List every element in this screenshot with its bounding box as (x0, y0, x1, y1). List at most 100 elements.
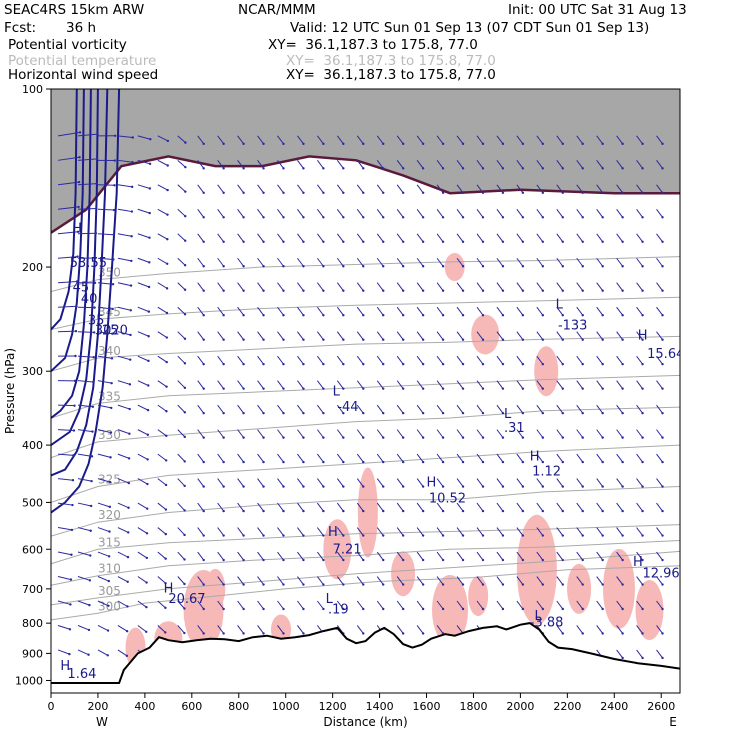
wind-vector-head (581, 411, 584, 415)
wind-vector (336, 355, 344, 365)
wind-vector (656, 282, 663, 292)
wind-vector-head (501, 607, 505, 611)
wind-vector-head (382, 460, 385, 464)
wind-vector (97, 502, 110, 508)
wind-vector (97, 355, 113, 359)
wind-vector (396, 306, 404, 316)
wind-vector (277, 551, 284, 561)
wind-vector (416, 453, 424, 463)
wind-vector (516, 502, 524, 512)
wind-vector (237, 527, 244, 536)
wind-vector (596, 233, 604, 243)
wind-vector-head (322, 509, 325, 513)
wind-vector (516, 527, 524, 536)
wind-vector-head (126, 605, 129, 608)
wind-vector-head (362, 607, 365, 611)
wind-vector-head (561, 289, 564, 292)
wind-vector-head (202, 534, 205, 537)
wind-vector-head (69, 603, 72, 606)
wind-vector (636, 551, 643, 561)
wind-vector-head (441, 558, 445, 562)
wind-vector-head (262, 460, 265, 464)
wind-vector-head (128, 407, 131, 411)
wind-vector (177, 551, 185, 560)
wind-vector-head (621, 142, 624, 146)
wind-vector-head (322, 191, 325, 194)
wind-vector (356, 355, 364, 365)
wind-vector (97, 649, 108, 656)
wind-vector-head (72, 454, 75, 457)
x-tick-label: 2000 (506, 700, 534, 713)
wind-vector (576, 600, 584, 610)
wind-vector (376, 502, 384, 512)
wind-vector (456, 576, 464, 585)
wind-vector-head (521, 411, 525, 415)
wind-vector-head (184, 190, 187, 193)
wind-vector-head (501, 411, 505, 415)
wind-vector (636, 502, 643, 512)
wind-vector (57, 131, 81, 137)
wind-vector-head (110, 406, 113, 410)
wind-vector (177, 429, 186, 438)
wind-vector-head (322, 314, 325, 317)
wind-vector (177, 282, 186, 291)
wind-vector (576, 478, 584, 487)
wind-vector-head (541, 411, 545, 415)
wind-vector (137, 282, 150, 288)
wind-vector (257, 257, 264, 267)
y-tick-label: 600 (22, 543, 43, 556)
wind-vector-head (342, 338, 345, 341)
wind-vector-head (146, 482, 149, 486)
wind-vector-head (242, 607, 245, 611)
wind-vector-head (661, 558, 664, 562)
wind-vector-head (128, 383, 132, 386)
wind-vector-head (202, 607, 205, 611)
wind-vector (616, 257, 624, 267)
wind-vector (157, 282, 168, 289)
wind-vector-head (146, 458, 149, 461)
wind-vector-head (661, 216, 664, 219)
forecast-label: Fcst: (4, 20, 37, 36)
theta-contour-label: 320 (98, 508, 121, 522)
wind-vector (177, 355, 186, 364)
wind-vector (636, 306, 643, 316)
wind-vector-head (581, 142, 584, 146)
wind-vector-head (222, 485, 225, 488)
wind-vector-head (222, 191, 225, 194)
wind-vector (57, 625, 71, 630)
wind-vector (536, 184, 544, 194)
wind-vector (656, 233, 663, 243)
wind-vector-head (202, 632, 205, 635)
wind-vector-head (561, 436, 564, 439)
wind-vector (58, 305, 77, 308)
wind-vector (217, 331, 225, 340)
wind-vector-head (202, 240, 205, 243)
wind-vector (476, 380, 484, 389)
wind-vector-head (322, 167, 325, 170)
x-tick-label: 2600 (647, 700, 675, 713)
wind-vector-head (282, 240, 285, 243)
wind-vector (616, 600, 624, 610)
wind-vector (137, 625, 147, 633)
wind-vector-head (362, 240, 365, 243)
wind-vector-head (89, 504, 93, 508)
wind-vector (277, 184, 284, 194)
wind-vector-head (112, 208, 116, 212)
wind-vector-head (109, 431, 113, 434)
moist-shading-blob (471, 314, 500, 355)
wind-vector (376, 600, 384, 610)
wind-vector-head (342, 509, 345, 513)
wind-vector-head (75, 280, 79, 283)
extrema-label: 1.64 (67, 667, 96, 682)
wind-vector-head (541, 191, 545, 194)
wind-vector (97, 600, 109, 607)
wind-vector (237, 380, 244, 389)
wind-vector (217, 429, 225, 438)
wind-vector-head (282, 436, 285, 439)
wind-vector (316, 404, 324, 414)
extrema-label: L (556, 297, 564, 312)
wind-vector (277, 502, 284, 512)
wind-vector (137, 306, 150, 313)
wind-vector-head (242, 142, 245, 146)
wind-vector-head (461, 607, 465, 611)
